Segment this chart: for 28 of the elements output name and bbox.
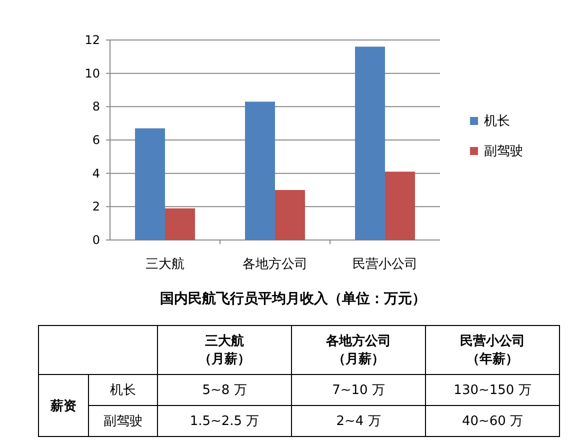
y-tick-label: 0 xyxy=(92,233,100,247)
text: （月薪） xyxy=(198,351,252,368)
text: （年薪） xyxy=(466,351,520,368)
text: 国内民航飞行员平均月收入（单位：万元） xyxy=(159,290,427,308)
y-tick-label: 10 xyxy=(84,66,100,80)
text: 130~150 万 xyxy=(426,374,560,406)
x-tick-label: 民营小公司 xyxy=(352,257,418,272)
text: 各地方公司 xyxy=(325,332,392,350)
x-tick-label: 各地方公司 xyxy=(242,256,308,272)
text: 2~4 万 xyxy=(292,406,426,436)
legend-label: 副驾驶 xyxy=(484,144,523,159)
y-tick-label: 2 xyxy=(92,200,100,214)
text: 5~8 万 xyxy=(158,374,292,406)
text: 40~60 万 xyxy=(426,406,560,436)
y-tick-label: 4 xyxy=(92,166,100,180)
text: 副驾驶 xyxy=(88,406,158,436)
y-tick-label: 8 xyxy=(92,100,100,114)
legend-label: 机长 xyxy=(484,114,510,129)
text: 机长 xyxy=(88,374,158,406)
text: 民营小公司 xyxy=(459,333,526,350)
text: 7~10 万 xyxy=(292,374,426,406)
y-tick-label: 6 xyxy=(92,133,100,147)
x-tick-label: 三大航 xyxy=(146,257,184,272)
y-tick-label: 12 xyxy=(84,33,100,47)
text: 三大航 xyxy=(204,332,245,350)
text: （月薪） xyxy=(332,351,386,368)
text: 1.5~2.5 万 xyxy=(158,406,292,436)
text: 薪资 xyxy=(38,374,89,436)
